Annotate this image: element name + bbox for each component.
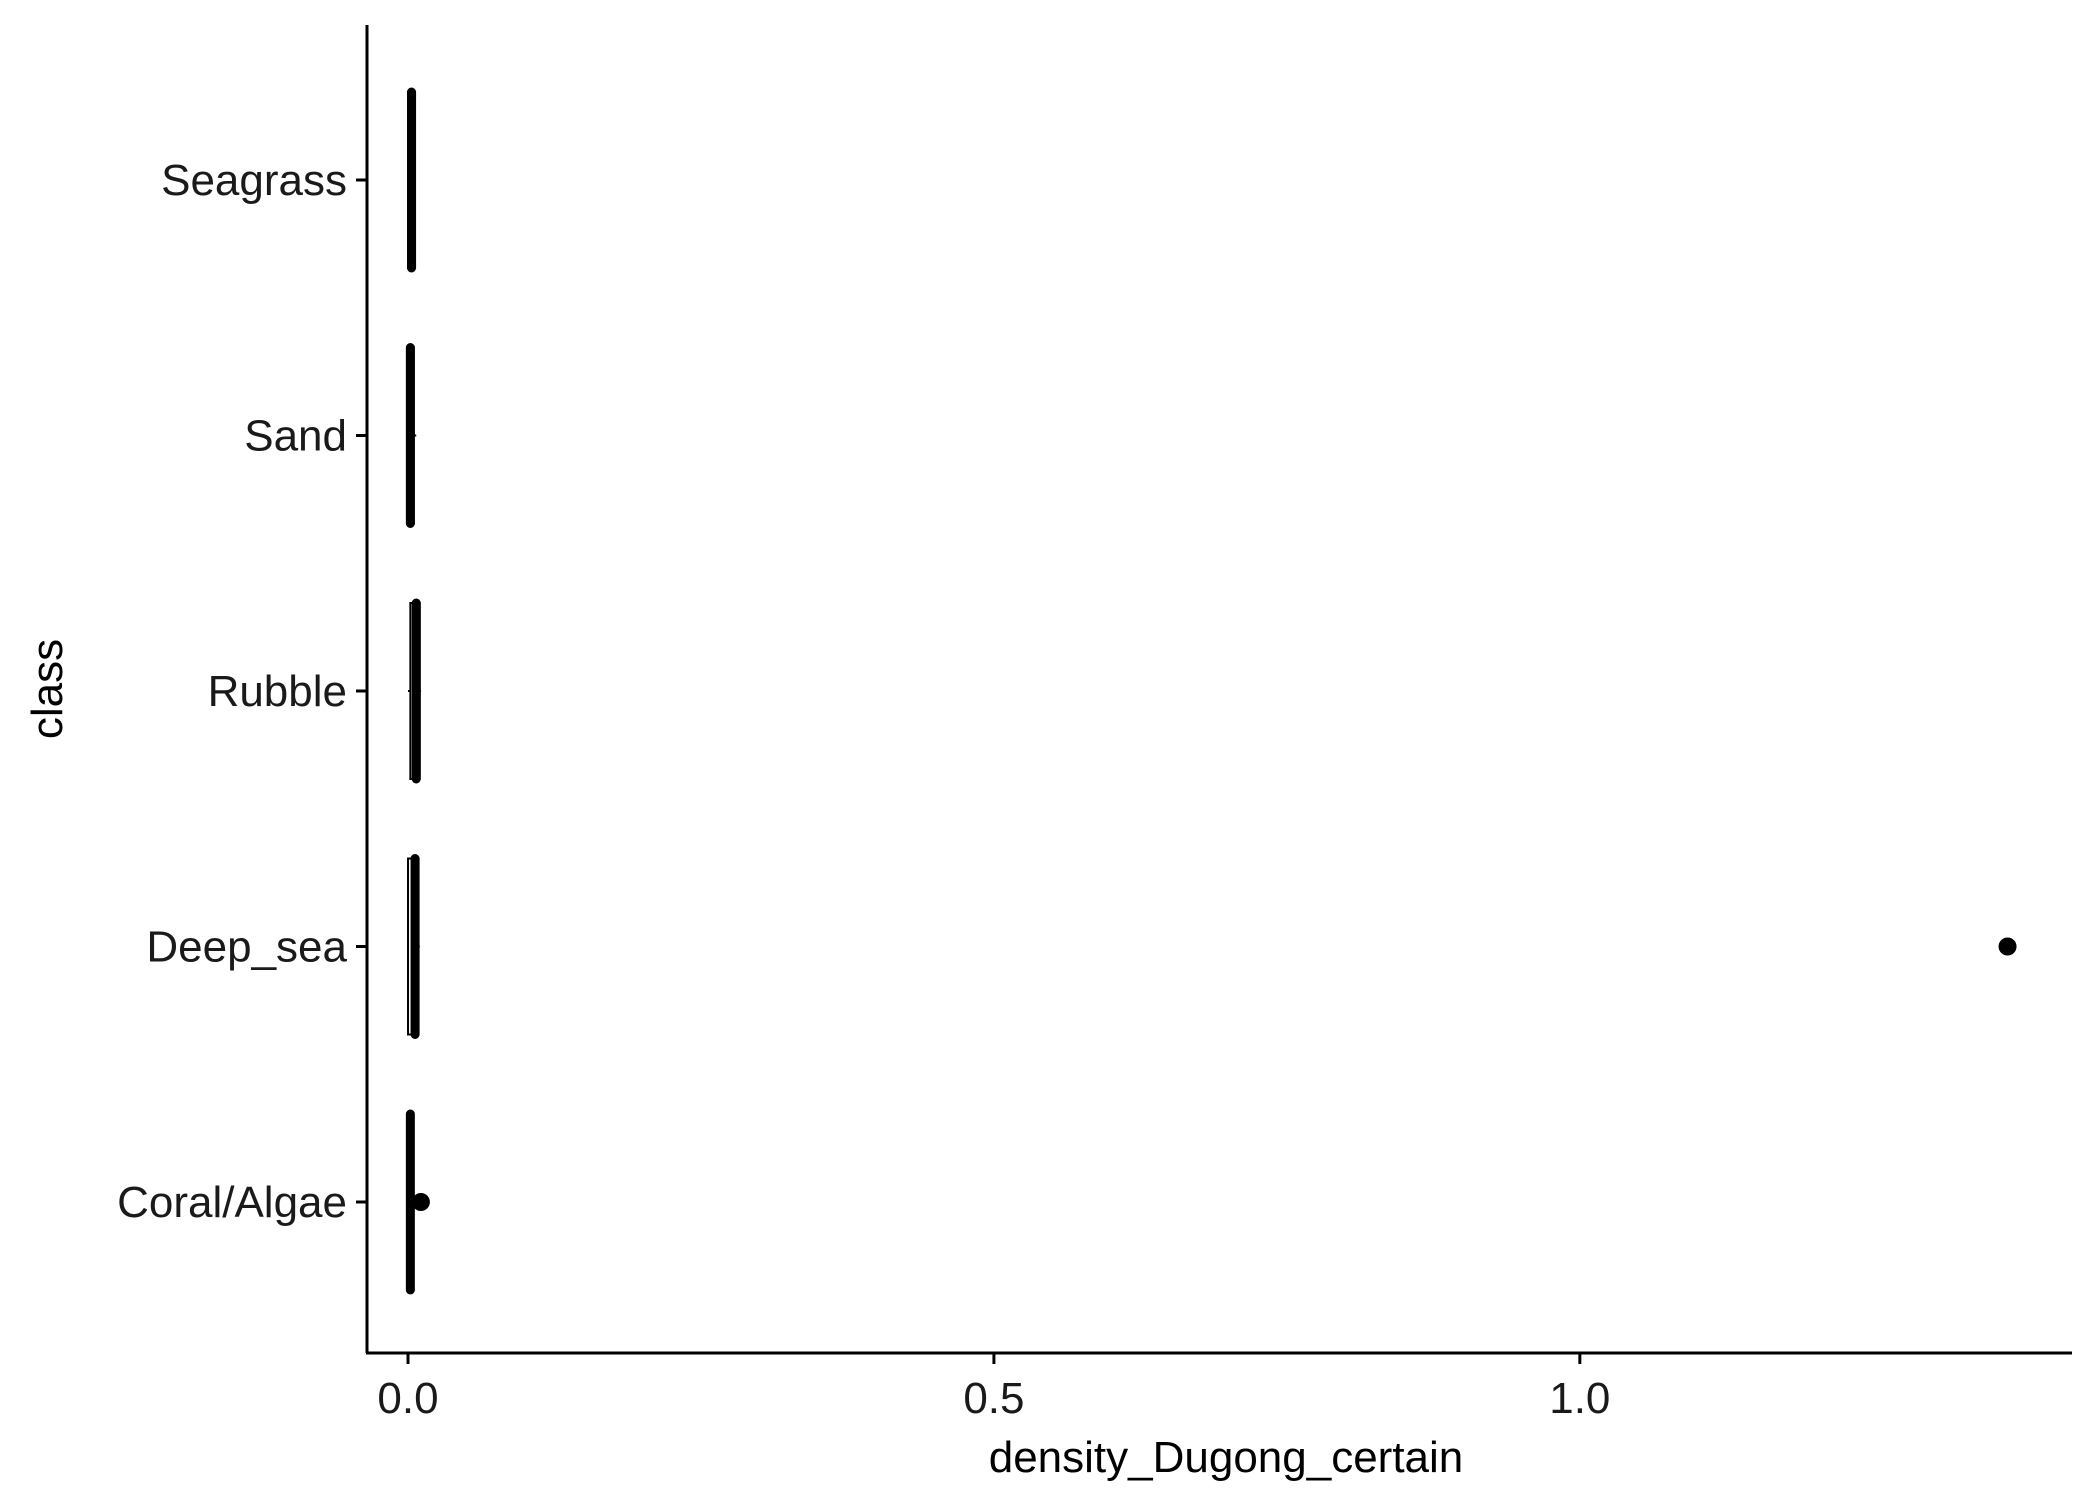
axis-ticks: 0.0 0.5 1.0 Seagrass Sand Rubble Deep_sea Coral… bbox=[117, 156, 1610, 1423]
x-tick-label: 0.5 bbox=[963, 1374, 1024, 1423]
y-tick-label: Sand bbox=[244, 412, 347, 461]
y-axis-title: class bbox=[23, 639, 72, 739]
y-tick-label: Rubble bbox=[208, 667, 347, 716]
box-seagrass bbox=[407, 87, 417, 273]
box-deep-sea bbox=[407, 854, 2017, 1039]
x-tick-label: 0.0 bbox=[377, 1374, 438, 1423]
outlier-point bbox=[1998, 937, 2017, 956]
x-axis-title: density_Dugong_certain bbox=[989, 1433, 1464, 1482]
outlier-point bbox=[411, 1193, 430, 1211]
box-rubble bbox=[408, 598, 421, 784]
box-sand bbox=[405, 343, 417, 528]
axes bbox=[365, 25, 2072, 1355]
box-coral-algae bbox=[405, 1109, 430, 1295]
y-tick-label: Deep_sea bbox=[146, 923, 347, 972]
y-tick-label: Coral/Algae bbox=[117, 1178, 347, 1227]
plot-area bbox=[405, 87, 2017, 1295]
y-tick-label: Seagrass bbox=[161, 156, 347, 205]
x-tick-label: 1.0 bbox=[1549, 1374, 1610, 1423]
